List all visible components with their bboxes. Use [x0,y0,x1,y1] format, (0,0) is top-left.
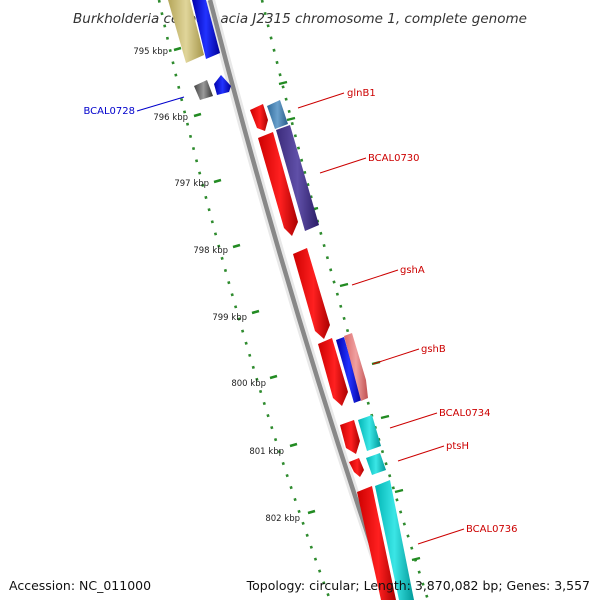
inner-dotted-guide [157,0,332,600]
purple-gene-arrow [276,125,319,231]
scale-tick: 796 kbp [153,112,202,123]
cyan-gene-arrow [358,415,381,451]
gene-bcal0728-arrow [194,80,213,100]
scale-tick: 799 kbp [212,309,260,323]
backbone [205,0,395,600]
red-gene-arrow [318,338,348,406]
scale-tick: 800 kbp [231,374,278,389]
gene-ptsh-arrow [349,458,364,477]
gene-glnb1-arrow [250,104,268,131]
blue-gene-arrow [192,0,220,59]
scale-tick: 801 kbp [249,442,298,457]
backbone-line [207,0,393,600]
gene-label-bcal0736[interactable]: BCAL0736 [466,524,518,535]
steel-blue-gene-arrow [267,100,288,129]
blue-small-gene-arrow [214,75,231,95]
scale-tick: 802 kbp [265,509,316,524]
gene-bcal0736-arrow [357,486,396,600]
gene-bcal0730-arrow [258,132,298,236]
cyan-large-gene-arrow [375,480,414,600]
olive-gene-arrow [168,0,204,63]
scale-tick: 798 kbp [193,243,241,256]
dotted-guides [157,0,430,600]
reverse-strand-features [168,0,231,100]
gene-label-bcal0728[interactable]: BCAL0728 [83,106,135,117]
tick-label: 798 kbp [193,246,228,256]
tick-label: 799 kbp [212,313,247,323]
scale-ticks: 795 kbp 796 kbp 797 kbp 798 kbp 799 kbp … [133,46,316,524]
tick-label: 796 kbp [153,113,188,123]
gene-gsha-arrow [293,248,330,339]
gene-label-glnb1[interactable]: glnB1 [347,88,376,99]
tick-label: 802 kbp [265,514,300,524]
gene-label-gshb[interactable]: gshB [421,344,446,355]
map-title: Burkholderia cenocepacia J2315 chromosom… [73,11,527,27]
tick-label: 795 kbp [133,47,168,57]
forward-strand-features [250,100,414,600]
gene-label-bcal0734[interactable]: BCAL0734 [439,408,491,419]
gene-gshb-arrow [336,337,362,403]
scale-tick: 795 kbp [133,46,182,57]
tick-label: 800 kbp [231,379,266,389]
gene-label-bcal0730[interactable]: BCAL0730 [368,153,420,164]
cyan-small-gene-arrow [366,453,386,475]
gene-label-leaders [136,92,465,545]
gene-label-ptsh[interactable]: ptsH [446,441,469,452]
scale-tick: 797 kbp [174,178,222,189]
accession-text: Accession: NC_011000 [9,578,152,593]
gene-labels: BCAL0728 glnB1 BCAL0730 gshA gshB BCAL07… [83,88,517,535]
gene-label-gsha[interactable]: gshA [400,265,425,276]
genome-summary-text: Topology: circular; Length: 3,870,082 bp… [246,578,590,593]
pink-gene-arrow [344,333,368,401]
outer-dotted-guide [260,0,430,600]
tick-label: 801 kbp [249,447,284,457]
gene-bcal0734-arrow [340,420,360,454]
tick-label: 797 kbp [174,179,209,189]
